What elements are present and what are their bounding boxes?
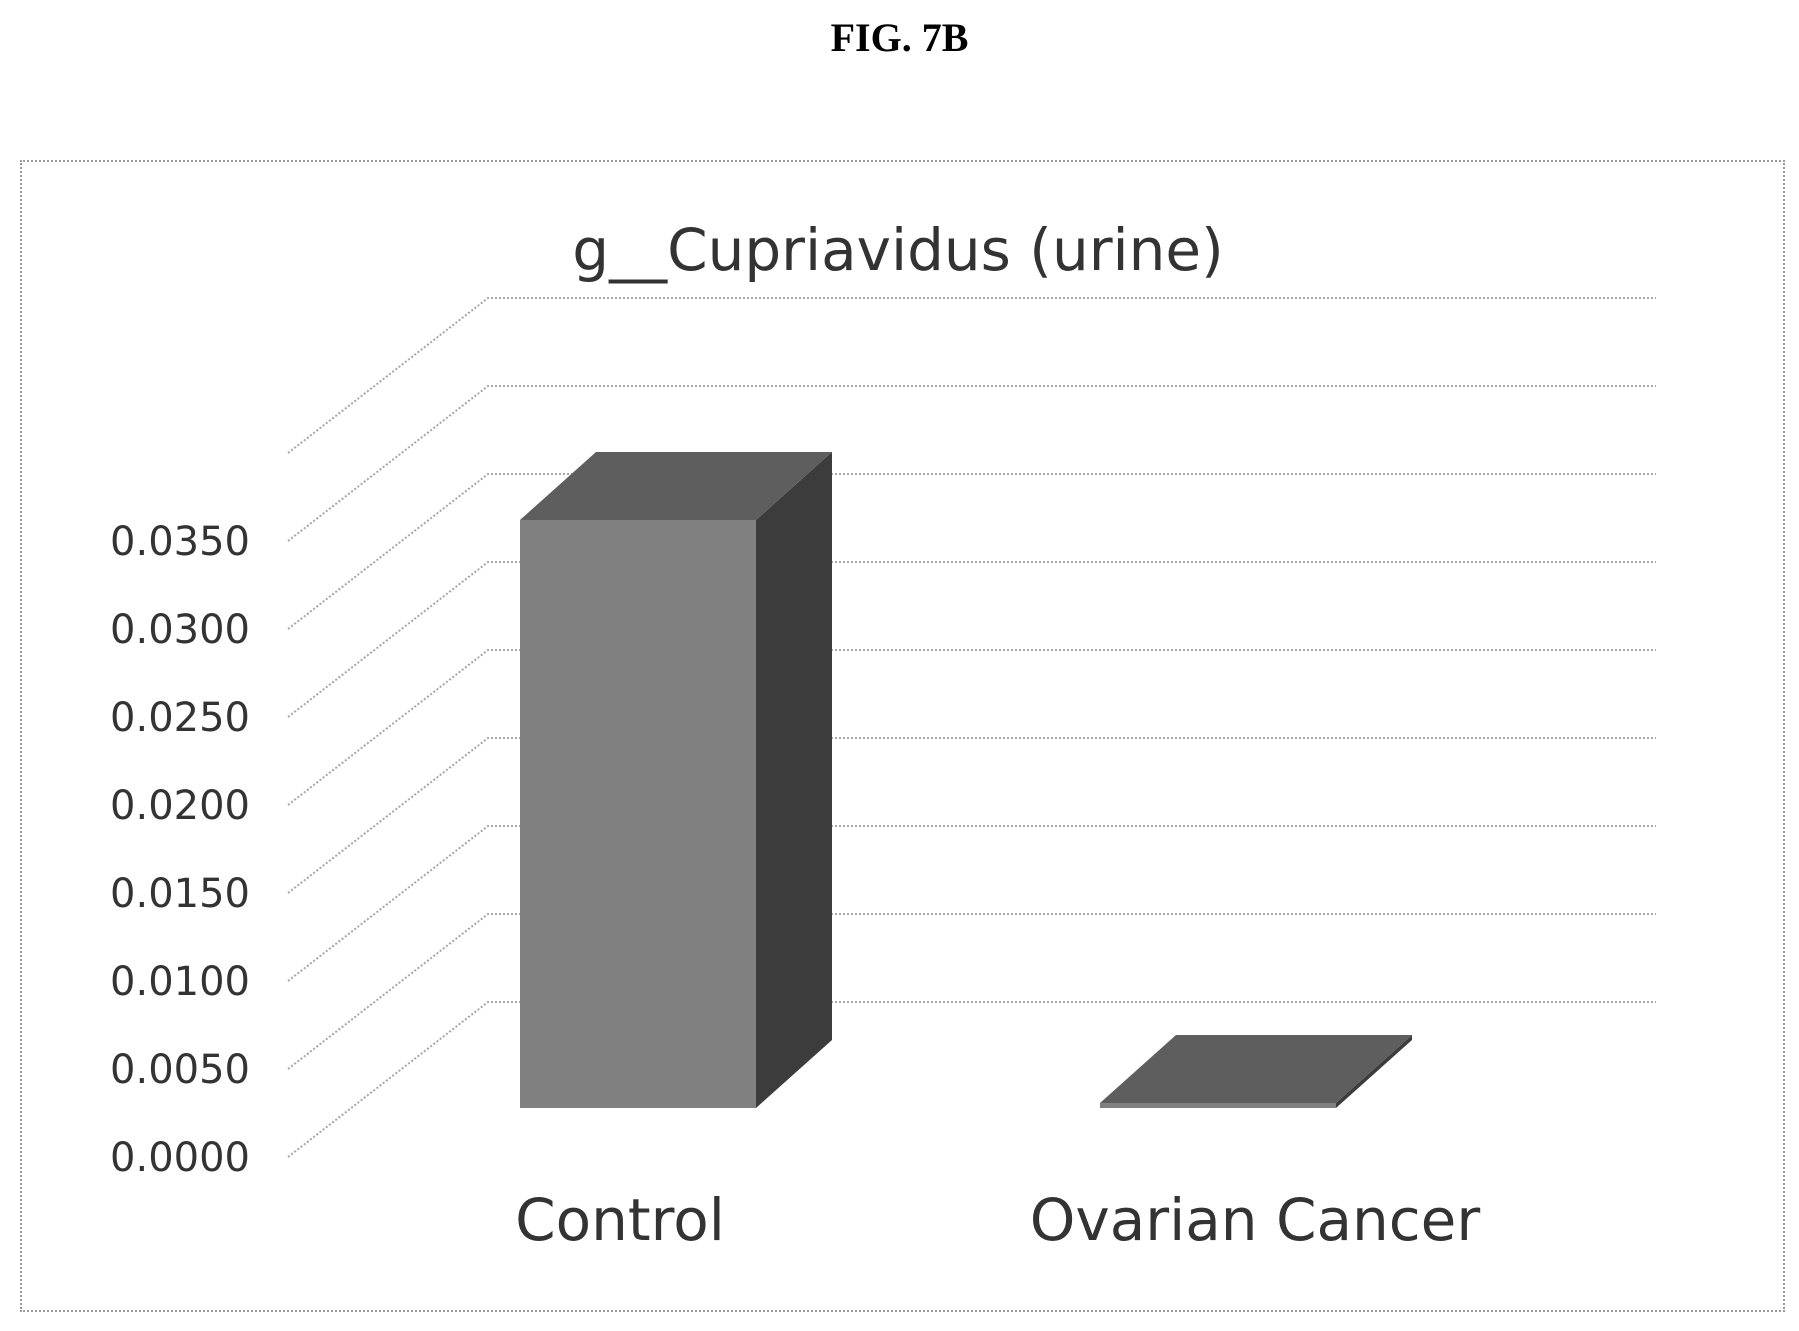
bar-control: [520, 452, 832, 1108]
gridline: [287, 913, 1656, 1070]
gridline: [287, 649, 1656, 806]
gridline: [287, 473, 1656, 630]
y-tick-label: 0.0000: [110, 1135, 250, 1181]
bar-side-face: [756, 452, 832, 1108]
figure-label: FIG. 7B: [830, 15, 969, 60]
y-tick-label: 0.0300: [110, 607, 250, 653]
bar-top-face: [520, 452, 832, 520]
y-tick-label: 0.0250: [110, 695, 250, 741]
gridline: [287, 1001, 1656, 1158]
gridline: [287, 561, 1656, 718]
gridline: [287, 737, 1656, 894]
chart-frame: [20, 160, 1785, 1312]
bar-front-face: [520, 520, 756, 1108]
y-tick-label: 0.0200: [110, 783, 250, 829]
x-axis-labels: Control Ovarian Cancer: [515, 1186, 1480, 1254]
x-category-label: Ovarian Cancer: [1030, 1186, 1481, 1254]
bars: [520, 452, 1412, 1108]
y-tick-label: 0.0350: [110, 519, 250, 565]
y-tick-label: 0.0050: [110, 1047, 250, 1093]
y-axis-ticks: 0.0000 0.0050 0.0100 0.0150 0.0200 0.0250 0.03…: [110, 519, 250, 1181]
gridline: [287, 297, 1656, 454]
bar-side-face: [1336, 1035, 1412, 1108]
gridline: [287, 385, 1656, 542]
y-tick-label: 0.0150: [110, 871, 250, 917]
x-category-label: Control: [515, 1186, 725, 1254]
y-tick-label: 0.0100: [110, 959, 250, 1005]
bar-top-face: [1100, 1035, 1412, 1104]
bar-front-face: [1100, 1103, 1336, 1108]
gridline: [287, 825, 1656, 982]
bar-ovarian-cancer: [1100, 1035, 1412, 1108]
gridlines: [287, 297, 1656, 1158]
chart-title: g__Cupriavidus (urine): [572, 216, 1223, 284]
